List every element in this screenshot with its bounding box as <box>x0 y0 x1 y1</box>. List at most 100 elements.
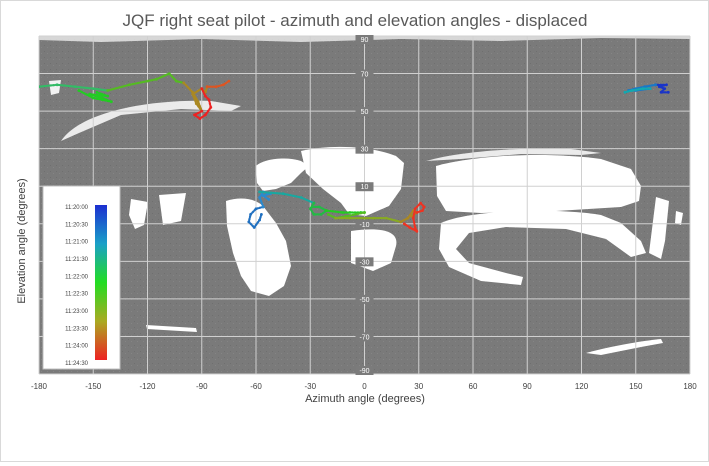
gaze-point-0-2 <box>663 87 667 90</box>
obstruction-lower-left-window <box>226 198 291 296</box>
y-tick-label-6: -30 <box>359 259 369 266</box>
x-tick-label-0: -180 <box>31 382 48 391</box>
gaze-point-15-0 <box>182 81 186 85</box>
gaze-point-15-2 <box>196 100 200 104</box>
gaze-point-13-6 <box>106 94 110 98</box>
time-legend-label-0: 11:20:00 <box>65 205 89 211</box>
chart-title: JQF right seat pilot - azimuth and eleva… <box>123 11 588 30</box>
y-tick-label-bg-6 <box>355 257 374 267</box>
gaze-point-5-0 <box>258 190 261 194</box>
gaze-point-11-4 <box>413 207 417 211</box>
gaze-point-0-3 <box>657 85 661 89</box>
x-tick-labels: -180 -150 -120 -90 -60 -30 0 30 60 90 120 150 180 <box>31 382 697 391</box>
gaze-point-13-7 <box>95 90 99 94</box>
gaze-trace-segment-16 <box>206 79 230 88</box>
gaze-point-11-2 <box>422 205 426 209</box>
gaze-point-4-4 <box>261 194 265 198</box>
obstruction-left-window <box>256 158 309 191</box>
gaze-point-4-0 <box>261 205 265 209</box>
gaze-point-5-2 <box>299 196 303 199</box>
gaze-point-2-3 <box>623 90 627 94</box>
gaze-point-4-1 <box>258 196 261 199</box>
gaze-point-7-1 <box>341 211 345 214</box>
time-legend-label-8: 11:24:00 <box>65 344 89 350</box>
obstruction-right-arc <box>439 210 646 285</box>
y-tick-label-bg-5 <box>355 219 374 229</box>
gaze-point-17-3 <box>209 106 213 109</box>
gaze-point-14-5 <box>175 79 178 83</box>
gaze-point-2-2 <box>630 89 634 92</box>
gaze-point-5-1 <box>281 192 285 196</box>
gaze-point-7-2 <box>348 211 352 214</box>
gaze-point-2-0 <box>648 87 652 90</box>
gaze-point-12-0 <box>39 85 41 89</box>
gaze-point-17-5 <box>198 117 202 120</box>
gaze-point-12-3 <box>91 87 95 90</box>
gaze-point-13-3 <box>109 100 113 104</box>
time-legend-label-2: 11:21:00 <box>65 240 89 246</box>
y-tick-label-bg-4 <box>355 182 374 192</box>
gaze-point-17-4 <box>204 113 207 117</box>
time-legend-label-1: 11:20:30 <box>65 222 89 228</box>
gaze-point-14-1 <box>127 83 131 87</box>
obstruction-small-left-panel <box>129 199 148 229</box>
x-tick-label-4: -60 <box>250 382 262 391</box>
y-tick-label-bg-3 <box>355 144 374 154</box>
time-legend-box <box>42 185 121 370</box>
y-tick-label-bg-8 <box>355 332 374 342</box>
x-tick-label-11: 150 <box>629 382 643 391</box>
series-group <box>39 72 670 233</box>
plot-area: 90 70 50 30 10 -10 -30 -50 -70 -90 <box>38 35 691 375</box>
obstruction-right-window <box>436 155 641 213</box>
gaze-point-13-0 <box>77 89 81 92</box>
x-tick-label-8: 60 <box>469 382 478 391</box>
y-tick-label-9: -90 <box>359 368 369 375</box>
y-tick-label-bg-7 <box>355 294 374 304</box>
x-tick-label-1: -150 <box>85 382 102 391</box>
gaze-point-17-1 <box>204 94 207 98</box>
gaze-point-3-2 <box>249 213 253 216</box>
gaze-point-9-2 <box>363 216 366 220</box>
gaze-trace-segment-13 <box>77 89 113 103</box>
time-legend-labels: 11:20:00 11:20:30 11:21:00 11:21:30 11:22:00… <box>65 205 89 367</box>
gaze-point-12-1 <box>55 83 59 87</box>
gaze-point-0-4 <box>665 83 668 87</box>
y-tick-label-bg-2 <box>355 107 374 117</box>
gaze-point-15-4 <box>194 102 198 105</box>
gaze-point-1-0 <box>654 83 657 87</box>
gaze-point-2-1 <box>641 87 645 90</box>
x-tick-label-2: -120 <box>139 382 156 391</box>
x-axis-label: Azimuth angle (degrees) <box>305 393 425 405</box>
time-legend-colorbar <box>95 205 107 360</box>
gaze-point-11-1 <box>421 209 424 213</box>
gaze-point-11-3 <box>419 201 422 205</box>
obstruction-left-panel-2 <box>159 193 186 225</box>
obstruction-far-right-panel <box>649 197 669 259</box>
gaze-point-3-1 <box>254 207 258 211</box>
gaze-point-14-0 <box>106 89 110 92</box>
x-tick-label-7: 30 <box>414 382 423 391</box>
gaze-point-6-5 <box>317 205 321 209</box>
time-legend-label-6: 11:23:00 <box>65 309 89 315</box>
gaze-point-11-8 <box>408 226 412 229</box>
gaze-point-1-1 <box>643 85 647 89</box>
gaze-point-16-1 <box>214 85 218 89</box>
gaze-point-17-0 <box>200 87 204 90</box>
x-tick-label-5: -30 <box>304 382 316 391</box>
gaze-point-13-5 <box>88 92 91 96</box>
gaze-point-3-5 <box>258 218 261 222</box>
obstruction-upper-right-arc <box>426 148 601 161</box>
obstruction-bottom-right-arc <box>586 339 663 355</box>
gaze-trace-segment-11 <box>403 202 426 233</box>
gaze-point-0-0 <box>666 90 670 94</box>
x-tick-label-9: 90 <box>523 382 532 391</box>
gaze-point-16-0 <box>205 85 209 89</box>
y-tick-label-bg-1 <box>355 69 374 79</box>
obstruction-small-right-strip <box>675 211 683 225</box>
gaze-point-9-0 <box>334 216 337 220</box>
gaze-point-13-1 <box>91 96 95 100</box>
time-legend-label-7: 11:23:30 <box>65 326 89 332</box>
gaze-point-8-3 <box>326 213 330 216</box>
gaze-point-12-2 <box>73 85 77 89</box>
gaze-point-11-6 <box>413 226 417 229</box>
